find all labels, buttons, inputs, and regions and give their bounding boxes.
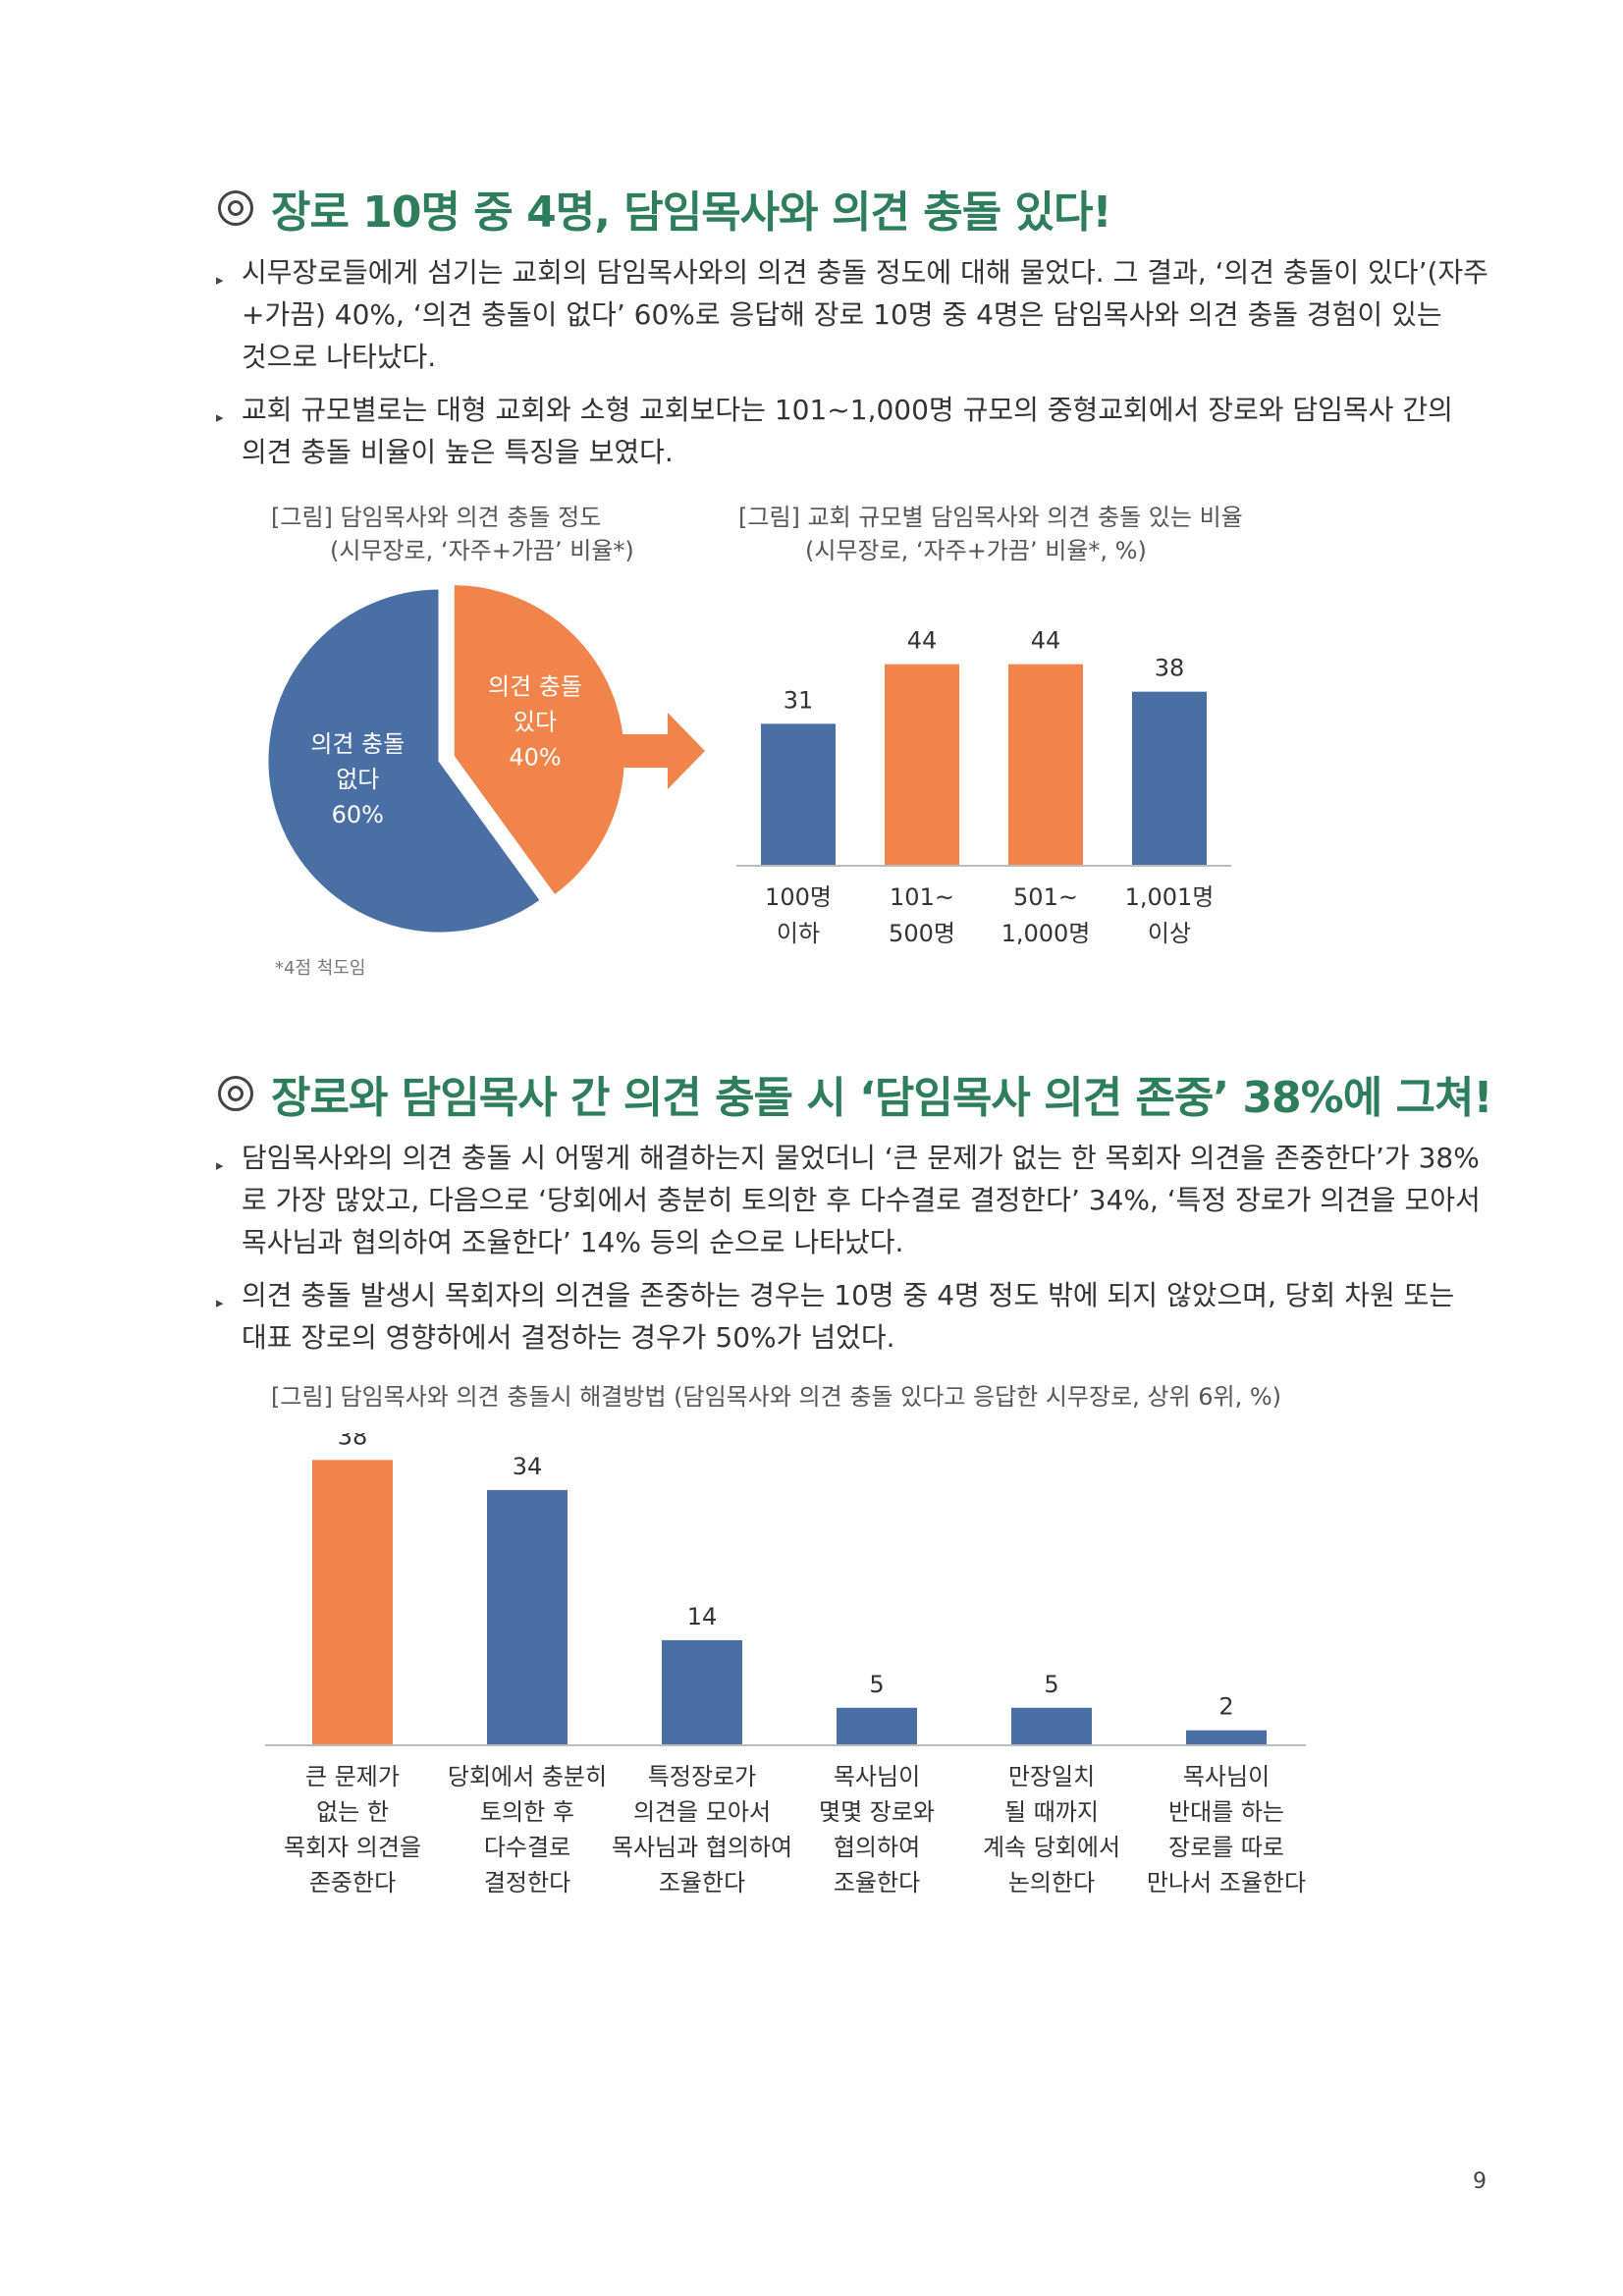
- category-label: 계속 당회에서: [983, 1834, 1120, 1861]
- category-label: 몇몇 장로와: [819, 1798, 935, 1826]
- pie-slice-label: 의견 충돌: [488, 672, 582, 700]
- bar-value-label: 44: [1031, 627, 1061, 655]
- category-label: 토의한 후: [480, 1798, 574, 1826]
- bar-value-label: 38: [338, 1433, 368, 1450]
- section2-bullet-2: ▸ 의견 충돌 발생시 목회자의 의견을 존중하는 경우는 10명 중 4명 정…: [216, 1274, 1488, 1359]
- figure2-caption-sub: (시무장로, ‘자주+가끔’ 비율*, %): [805, 537, 1147, 564]
- category-label: 특정장로가: [648, 1763, 756, 1790]
- category-label: 될 때까지: [1004, 1798, 1099, 1826]
- bar-value-label: 2: [1218, 1693, 1233, 1721]
- category-label: 목사님이: [834, 1763, 920, 1790]
- section2-heading: 장로와 담임목사 간 의견 충돌 시 ‘담임목사 의견 존중’ 38%에 그쳐!: [218, 1062, 1493, 1125]
- category-label: 의견을 모아서: [633, 1798, 771, 1826]
- bar: [312, 1460, 393, 1745]
- bar: [1011, 1707, 1092, 1745]
- pie-slice-label: 40%: [509, 743, 561, 771]
- double-circle-icon: [218, 190, 253, 226]
- bar-value-label: 5: [1044, 1671, 1058, 1698]
- figure1-caption-title: [그림] 담임목사와 의견 충돌 정도: [271, 504, 602, 531]
- bullet-text: 교회 규모별로는 대형 교회와 소형 교회보다는 101~1,000명 규모의 …: [242, 394, 1453, 468]
- bullet-triangle-icon: ▸: [216, 1294, 224, 1311]
- category-label: 논의한다: [1008, 1869, 1095, 1896]
- bullet-text: 시무장로들에게 섬기는 교회의 담임목사와의 의견 충돌 정도에 대해 물었다.…: [242, 256, 1488, 373]
- figure3-caption: [그림] 담임목사와 의견 충돌시 해결방법 (담임목사와 의견 충돌 있다고 …: [271, 1380, 1281, 1414]
- figure2-caption-title: [그림] 교회 규모별 담임목사와 의견 충돌 있는 비율: [738, 504, 1243, 531]
- bullet-triangle-icon: ▸: [216, 271, 224, 289]
- pie-slice-label: 60%: [332, 801, 384, 828]
- bar-value-label: 38: [1155, 655, 1185, 682]
- bar: [487, 1489, 568, 1745]
- category-label: 500명: [889, 920, 955, 947]
- bar: [1186, 1730, 1267, 1745]
- double-circle-icon: [218, 1076, 253, 1111]
- section1-title: 장로 10명 중 4명, 담임목사와 의견 충돌 있다!: [271, 187, 1112, 238]
- category-label: 501~: [1013, 883, 1078, 911]
- bullet-text: 담임목사와의 의견 충돌 시 어떻게 해결하는지 물었더니 ‘큰 문제가 없는 …: [242, 1142, 1481, 1258]
- category-label: 이상: [1148, 920, 1191, 947]
- pie-slice: [451, 582, 627, 899]
- category-label: 조율한다: [659, 1869, 745, 1896]
- pie-slice: [265, 586, 544, 935]
- figure2-caption: [그림] 교회 규모별 담임목사와 의견 충돌 있는 비율 (시무장로, ‘자주…: [738, 501, 1243, 567]
- bullet-text: 의견 충돌 발생시 목회자의 의견을 존중하는 경우는 10명 중 4명 정도 …: [242, 1279, 1455, 1354]
- bar: [662, 1639, 742, 1745]
- category-label: 없는 한: [316, 1798, 389, 1826]
- bar: [885, 664, 959, 866]
- arrow-right-icon: [609, 713, 705, 789]
- category-label: 협의하여: [834, 1834, 920, 1861]
- bar: [1132, 691, 1207, 866]
- bar-value-label: 5: [869, 1671, 884, 1698]
- category-label: 장로를 따로: [1168, 1834, 1284, 1861]
- bar-value-label: 14: [687, 1603, 718, 1630]
- pie-slice-label: 의견 충돌: [310, 730, 405, 758]
- category-label: 당회에서 충분히: [448, 1763, 607, 1790]
- bar: [837, 1707, 917, 1745]
- category-label: 결정한다: [484, 1869, 570, 1896]
- category-label: 1,000명: [1001, 920, 1091, 947]
- category-label: 목사님과 협의하여: [612, 1834, 792, 1861]
- bullet-triangle-icon: ▸: [216, 1156, 224, 1174]
- bar: [1008, 664, 1083, 866]
- section2-bullet-1: ▸ 담임목사와의 의견 충돌 시 어떻게 해결하는지 물었더니 ‘큰 문제가 없…: [216, 1137, 1488, 1263]
- category-label: 이하: [777, 920, 820, 947]
- page-number: 9: [1473, 2169, 1487, 2194]
- category-label: 다수결로: [484, 1834, 570, 1861]
- bar: [761, 723, 836, 866]
- figure3-caption-title: [그림] 담임목사와 의견 충돌시 해결방법 (담임목사와 의견 충돌 있다고 …: [271, 1383, 1281, 1411]
- section1-bullet-1: ▸ 시무장로들에게 섬기는 교회의 담임목사와의 의견 충돌 정도에 대해 물었…: [216, 251, 1488, 378]
- bar-value-label: 31: [784, 686, 814, 714]
- section1-bullet-2: ▸ 교회 규모별로는 대형 교회와 소형 교회보다는 101~1,000명 규모…: [216, 389, 1488, 473]
- category-label: 만나서 조율한다: [1147, 1869, 1306, 1896]
- category-label: 100명: [765, 883, 832, 911]
- bar-value-label: 44: [907, 627, 938, 655]
- category-label: 1,001명: [1125, 883, 1215, 911]
- category-label: 목회자 의견을: [284, 1834, 421, 1861]
- bullet-triangle-icon: ▸: [216, 408, 224, 426]
- pie-slice-label: 있다: [514, 708, 557, 735]
- figure1-caption: [그림] 담임목사와 의견 충돌 정도 (시무장로, ‘자주+가끔’ 비율*): [271, 501, 634, 567]
- pie-slice-label: 없다: [336, 766, 379, 793]
- bar-value-label: 34: [513, 1453, 543, 1480]
- category-label: 101~: [890, 883, 954, 911]
- section2-title: 장로와 담임목사 간 의견 충돌 시 ‘담임목사 의견 존중’ 38%에 그쳐!: [271, 1073, 1493, 1123]
- footnote: *4점 척도임: [275, 958, 366, 979]
- category-label: 큰 문제가: [305, 1763, 400, 1790]
- category-label: 존중한다: [309, 1869, 396, 1896]
- figure1-caption-sub: (시무장로, ‘자주+가끔’ 비율*): [330, 537, 634, 564]
- category-label: 반대를 하는: [1168, 1798, 1284, 1826]
- category-label: 만장일치: [1008, 1763, 1095, 1790]
- section1-heading: 장로 10명 중 4명, 담임목사와 의견 충돌 있다!: [218, 177, 1112, 240]
- category-label: 목사님이: [1183, 1763, 1270, 1790]
- category-label: 조율한다: [834, 1869, 920, 1896]
